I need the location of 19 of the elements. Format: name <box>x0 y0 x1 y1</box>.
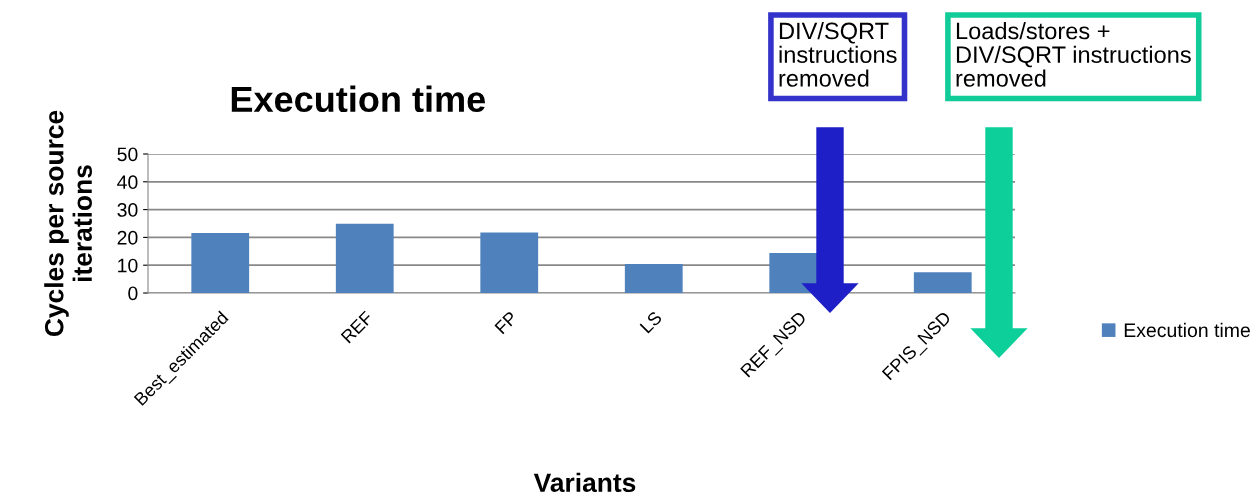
bar <box>191 232 250 293</box>
y-tick-label: 0 <box>128 286 138 301</box>
y-axis-title: Cycles per source iterations <box>44 110 92 337</box>
chart-title: Execution time <box>231 85 486 113</box>
bar <box>335 223 394 293</box>
legend-label: Execution time <box>1124 322 1250 338</box>
bar <box>913 272 972 293</box>
x-axis-title: Variants <box>533 472 636 493</box>
y-tick-label: 50 <box>117 147 138 162</box>
y-tick-label: 10 <box>118 258 138 273</box>
y-tick-label: 30 <box>117 203 138 217</box>
y-tick-label: 40 <box>117 175 138 190</box>
bar <box>624 264 683 293</box>
y-tick-label: 20 <box>117 230 138 245</box>
bar <box>480 232 539 293</box>
text: Loads/stores + DIV/SQRT instructions removed <box>956 22 1191 87</box>
x-tick-label: LS <box>639 310 663 334</box>
x-tick-label: FP <box>494 310 518 335</box>
text: DIV/SQRT instructions removed <box>779 22 897 87</box>
